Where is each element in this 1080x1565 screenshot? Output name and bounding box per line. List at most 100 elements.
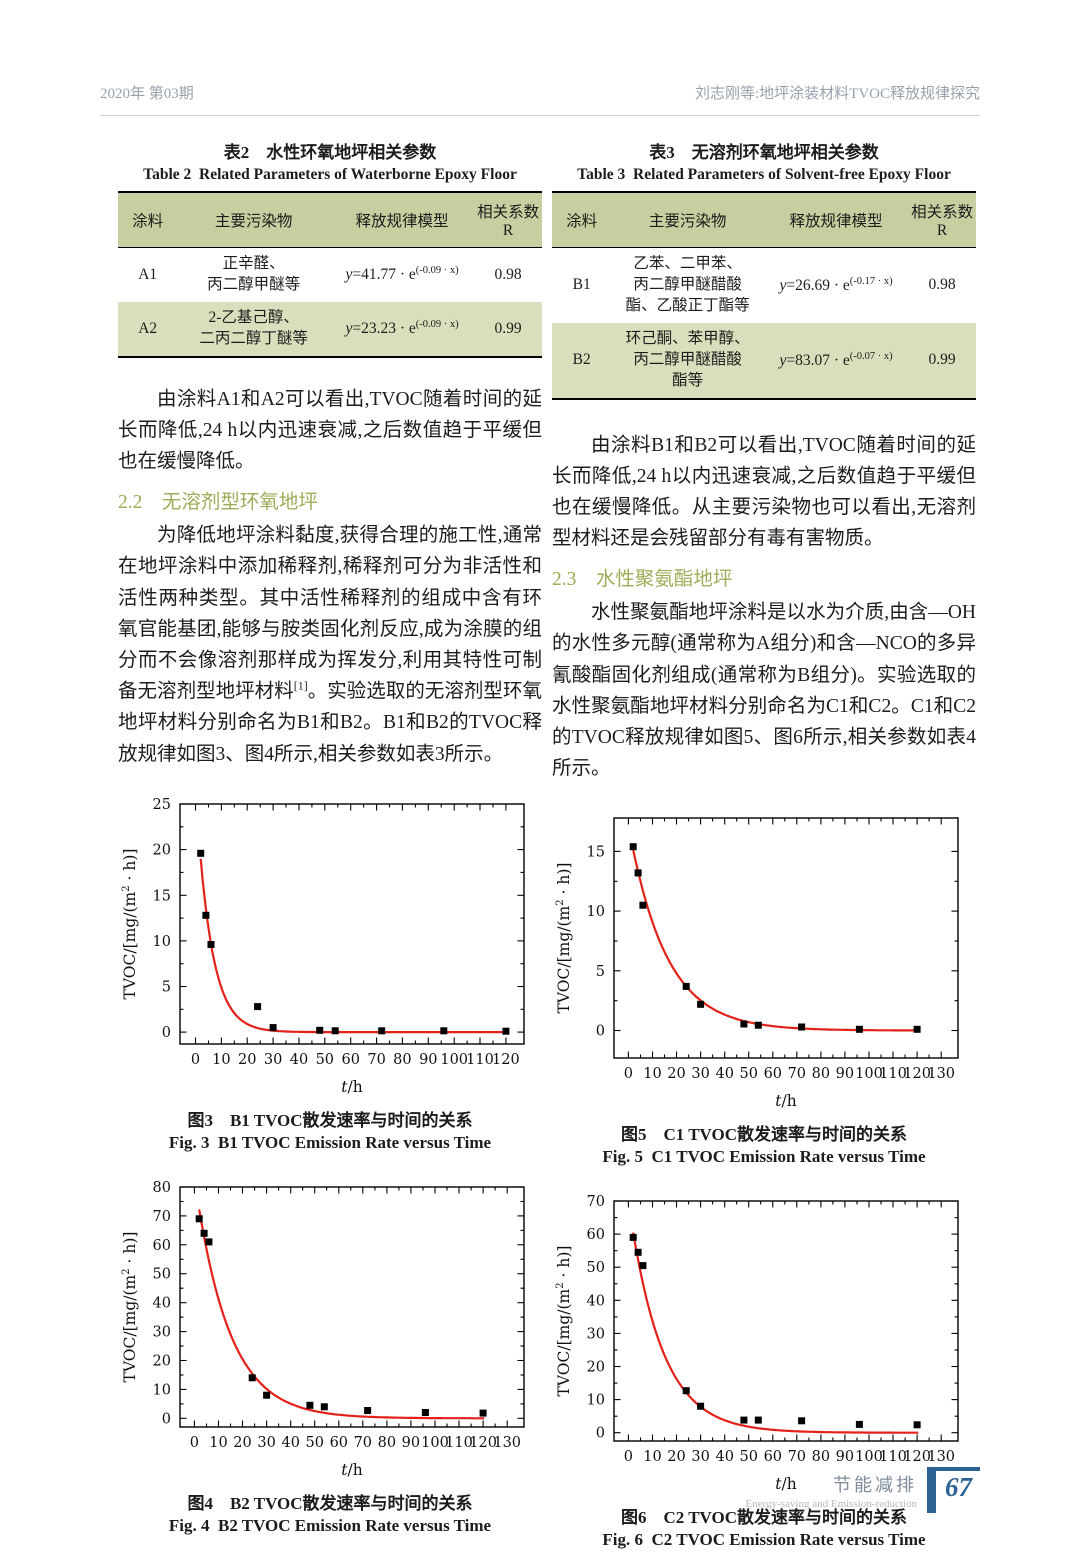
figure-4-caption-cn: 图4 B2 TVOC散发速率与时间的关系 xyxy=(187,1493,473,1513)
svg-text:80: 80 xyxy=(153,1180,171,1196)
header-running-title: 刘志刚等:地坪涂装材料TVOC释放规律探究 xyxy=(694,86,980,102)
table3-caption-cn: 表3 无溶剂环氧地坪相关参数 xyxy=(649,143,879,162)
figure-c2-chart: 0 10 20 30 40 50 60 70 80 90 100 110 120 130 0 10 20 30 40… xyxy=(552,1187,976,1499)
svg-text:50: 50 xyxy=(739,1066,757,1082)
svg-text:60: 60 xyxy=(330,1435,348,1451)
svg-text:100: 100 xyxy=(421,1435,449,1451)
svg-text:10: 10 xyxy=(587,1393,605,1409)
figure-5-caption-en: Fig. 5 C1 TVOC Emission Rate versus Time xyxy=(602,1147,926,1167)
figure-3-caption-cn: 图3 B1 TVOC散发速率与时间的关系 xyxy=(187,1110,473,1130)
col-header-model: 释放规律模型 xyxy=(329,192,475,248)
table-row: B1 乙苯、二甲苯、 丙二醇甲醚醋酸 酯、乙酸正丁酯等 y=26.69 · e(… xyxy=(552,248,976,323)
svg-text:0: 0 xyxy=(596,1426,605,1442)
svg-text:60: 60 xyxy=(153,1238,171,1254)
col-header-r: 相关系数R xyxy=(908,192,976,248)
svg-text:30: 30 xyxy=(257,1435,275,1451)
eq-sup: (-0.09 · x) xyxy=(415,319,459,331)
svg-text:30: 30 xyxy=(691,1449,709,1465)
svg-text:20: 20 xyxy=(238,1052,256,1068)
svg-text:10: 10 xyxy=(153,1382,171,1398)
figure-4-caption-en: Fig. 4 B2 TVOC Emission Rate versus Time xyxy=(168,1515,492,1535)
cell-r: 0.98 xyxy=(494,265,522,283)
svg-text:90: 90 xyxy=(836,1066,854,1082)
col-header-coating: 涂料 xyxy=(552,192,612,248)
svg-text:90: 90 xyxy=(419,1052,437,1068)
svg-text:120: 120 xyxy=(903,1066,931,1082)
svg-text:50: 50 xyxy=(316,1052,334,1068)
cell-model: y=26.69 · e(-0.17 · x) xyxy=(764,248,908,323)
svg-text:TVOC/[mg/(m2 · h)]: TVOC/[mg/(m2 · h)] xyxy=(121,848,139,999)
figure-c1-chart: 0 10 20 30 40 50 60 70 80 90 100 110 120 130 0 5 10 15 TVO… xyxy=(552,804,976,1116)
svg-text:10: 10 xyxy=(153,934,171,950)
svg-text:0: 0 xyxy=(191,1052,200,1068)
svg-text:20: 20 xyxy=(667,1449,685,1465)
paragraph-text: 。实验选取的无溶剂型环氧地坪材料分别命名为B1和B2。B1和B2的TVOC释放规… xyxy=(118,681,542,765)
cell-model: y=41.77 · e(-0.09 · x) xyxy=(330,248,474,302)
cell-r: 0.99 xyxy=(494,319,522,337)
eq-mid: =41.77 · e xyxy=(352,266,416,284)
paragraph: 由涂料B1和B2可以看出,TVOC随着时间的延长而降低,24 h以内迅速衰减,之… xyxy=(552,434,976,550)
header-issue: 2020年 第03期 xyxy=(100,86,194,102)
paragraph: 为降低地坪涂料黏度,获得合理的施工性,通常在地坪涂料中添加稀释剂,稀释剂可分为非… xyxy=(118,520,542,770)
figure-6: 0 10 20 30 40 50 60 70 80 90 100 110 120 130 0 10 20 30 40… xyxy=(552,1187,976,1550)
svg-text:t/h: t/h xyxy=(775,1092,796,1110)
svg-text:10: 10 xyxy=(587,905,605,921)
col-header-pollutants: 主要污染物 xyxy=(611,192,764,248)
figure-b2-chart: 0 10 20 30 40 50 60 70 80 90 100 110 120 130 0 10 20 30 40… xyxy=(118,1173,542,1485)
svg-text:60: 60 xyxy=(341,1052,359,1068)
svg-text:TVOC/[mg/(m2 · h)]: TVOC/[mg/(m2 · h)] xyxy=(121,1231,139,1382)
table3-caption-en: Table 3 Related Parameters of Solvent-fr… xyxy=(577,166,951,183)
svg-text:t/h: t/h xyxy=(341,1461,362,1479)
table-row: A2 2-乙基己醇、 二丙二醇丁醚等 y=23.23 · e(-0.09 · x… xyxy=(118,301,542,357)
svg-text:80: 80 xyxy=(378,1435,396,1451)
svg-text:0: 0 xyxy=(162,1025,171,1041)
svg-text:110: 110 xyxy=(879,1066,907,1082)
col-header-r: 相关系数R xyxy=(474,192,542,248)
svg-text:70: 70 xyxy=(354,1435,372,1451)
figure-3: 0 10 20 30 40 50 60 70 80 90 100 110 120 0 5 10 15 20 25 TV… xyxy=(118,790,542,1153)
eq-var: y xyxy=(345,320,353,338)
svg-text:40: 40 xyxy=(715,1066,733,1082)
paragraph-text: 为降低地坪涂料黏度,获得合理的施工性,通常在地坪涂料中添加稀释剂,稀释剂可分为非… xyxy=(118,525,542,703)
table2-caption-cn: 表2 水性环氧地坪相关参数 xyxy=(223,143,437,162)
svg-text:20: 20 xyxy=(153,842,171,858)
svg-text:20: 20 xyxy=(153,1353,171,1369)
table-row: A1 正辛醛、 丙二醇甲醚等 y=41.77 · e(-0.09 · x) 0.… xyxy=(118,248,542,302)
svg-text:70: 70 xyxy=(153,1209,171,1225)
table-header-row: 涂料 主要污染物 释放规律模型 相关系数R xyxy=(552,192,976,248)
cell-r: 0.98 xyxy=(928,276,956,294)
right-column: 表3 无溶剂环氧地坪相关参数 Table 3 Related Parameter… xyxy=(552,136,976,1550)
svg-text:50: 50 xyxy=(739,1449,757,1465)
svg-text:0: 0 xyxy=(624,1449,633,1465)
eq-sup: (-0.07 · x) xyxy=(849,350,893,362)
svg-text:40: 40 xyxy=(587,1294,605,1310)
paragraph: 水性聚氨酯地坪涂料是以水为介质,由含—OH的水性多元醇(通常称为A组分)和含—N… xyxy=(552,602,976,780)
svg-text:130: 130 xyxy=(927,1066,955,1082)
table2-waterborne-epoxy: 涂料 主要污染物 释放规律模型 相关系数R A1 正辛醛、 丙二醇甲醚等 y=4… xyxy=(118,191,542,358)
svg-text:TVOC/[mg/(m2 · h)]: TVOC/[mg/(m2 · h)] xyxy=(555,1246,573,1397)
footer-journal-name: 节能减排 Energy-saving and Emission-reductio… xyxy=(746,1467,917,1510)
svg-text:t/h: t/h xyxy=(341,1078,362,1096)
svg-text:10: 10 xyxy=(212,1052,230,1068)
svg-text:0: 0 xyxy=(190,1435,199,1451)
footer-title-en: Energy-saving and Emission-reduction xyxy=(745,1497,917,1510)
svg-text:15: 15 xyxy=(153,888,171,904)
svg-text:50: 50 xyxy=(305,1435,323,1451)
svg-text:t/h: t/h xyxy=(775,1475,796,1493)
svg-text:10: 10 xyxy=(209,1435,227,1451)
eq-sup: (-0.09 · x) xyxy=(415,265,459,277)
eq-sup: (-0.17 · x) xyxy=(849,275,893,287)
cell-pollutants: 2-乙基己醇、 二丙二醇丁醚等 xyxy=(199,308,308,347)
svg-text:0: 0 xyxy=(596,1024,605,1040)
eq-mid: =83.07 · e xyxy=(786,351,850,369)
svg-text:100: 100 xyxy=(855,1449,883,1465)
svg-text:50: 50 xyxy=(153,1266,171,1282)
cell-model: y=83.07 · e(-0.07 · x) xyxy=(764,323,908,399)
svg-text:30: 30 xyxy=(587,1327,605,1343)
svg-text:80: 80 xyxy=(393,1052,411,1068)
svg-text:10: 10 xyxy=(643,1449,661,1465)
table-header-row: 涂料 主要污染物 释放规律模型 相关系数R xyxy=(118,192,542,248)
section-heading-2-2: 2.2 无溶剂型环氧地坪 xyxy=(118,492,318,514)
cell-pollutants: 正辛醛、 丙二醇甲醚等 xyxy=(207,255,301,293)
table2-caption-en: Table 2 Related Parameters of Waterborne… xyxy=(143,166,517,183)
